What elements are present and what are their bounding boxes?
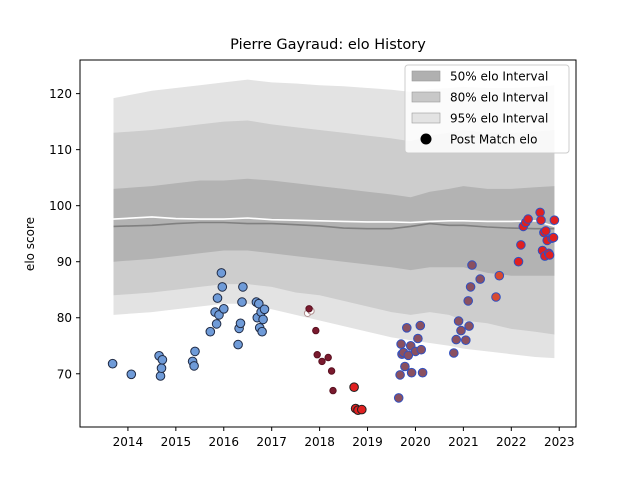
elo-point [305, 305, 313, 313]
elo-point [235, 318, 246, 329]
elo-point [549, 215, 560, 225]
legend-swatch [411, 70, 441, 82]
elo-point [189, 361, 199, 371]
elo-point [449, 348, 459, 358]
legend-swatch [411, 91, 441, 103]
x-tick-label: 2017 [256, 435, 287, 449]
elo-point [327, 367, 336, 375]
legend-swatch [411, 112, 441, 124]
legend-label: 80% elo Interval [450, 91, 548, 105]
elo-point [313, 351, 321, 359]
elo-point [217, 282, 228, 292]
legend-label: 50% elo Interval [450, 70, 548, 84]
y-axis: 70 80 90 100 110 120 [49, 87, 80, 381]
elo-point [219, 304, 229, 314]
elo-point [349, 382, 359, 393]
elo-point [402, 323, 412, 333]
elo-point [463, 296, 474, 306]
y-tick-label: 110 [49, 143, 72, 157]
elo-point [536, 215, 546, 225]
elo-point [318, 357, 326, 366]
elo-point [126, 369, 137, 380]
elo-point [400, 361, 410, 372]
elo-point [233, 339, 243, 350]
elo-point [535, 207, 545, 218]
x-tick-label: 2020 [400, 435, 431, 449]
elo-point [494, 270, 505, 281]
elo-point [157, 355, 168, 365]
y-tick-label: 120 [49, 87, 72, 101]
legend: 50% elo Interval 80% elo Interval 95% elo … [404, 64, 570, 154]
elo-trend-lines [113, 216, 555, 230]
y-axis-label: elo score [23, 217, 37, 271]
elo-point [324, 353, 332, 362]
elo-point [212, 293, 223, 303]
elo-point [257, 326, 267, 337]
chart-title: Pierre Gayraud: elo History [230, 37, 426, 53]
legend-label: 95% elo Interval [450, 112, 548, 126]
elo-point [258, 314, 268, 325]
median-elo-line [113, 221, 555, 230]
elo-point [548, 232, 559, 243]
elo-point [417, 367, 428, 378]
axes-frame [79, 59, 577, 428]
x-tick-label: 2023 [544, 435, 575, 449]
elo-point [544, 250, 555, 260]
elo-point [516, 240, 526, 250]
y-tick-label: 90 [57, 255, 72, 269]
x-tick-label: 2015 [161, 435, 192, 449]
elo-point [467, 260, 477, 270]
elo-point [216, 268, 227, 278]
elo-point [107, 358, 118, 369]
elo-point [156, 363, 167, 374]
elo-point [238, 282, 248, 292]
y-tick-label: 100 [49, 199, 72, 213]
elo-point [456, 325, 466, 336]
elo-point [541, 226, 551, 236]
elo-point [155, 371, 166, 381]
elo-point [312, 326, 320, 335]
x-tick-label: 2019 [352, 435, 383, 449]
elo-point [357, 404, 367, 415]
x-tick-label: 2022 [496, 435, 527, 449]
elo-point [523, 214, 533, 224]
x-tick-label: 2014 [113, 435, 144, 449]
elo-point [453, 316, 464, 326]
mean-elo-line [113, 216, 555, 228]
y-tick-label: 80 [57, 311, 72, 325]
elo-point [465, 282, 476, 292]
elo-point [395, 370, 405, 380]
x-axis: 2014 2015 2016 2017 2018 2019 2020 2021 2022 2023 [113, 427, 575, 449]
elo-point [491, 292, 501, 302]
elo-point [464, 321, 474, 331]
elo-point [461, 335, 471, 346]
elo-point [406, 367, 417, 378]
x-tick-label: 2016 [208, 435, 239, 449]
elo-point [237, 297, 247, 307]
plot-frame [79, 59, 577, 428]
x-tick-label: 2018 [304, 435, 335, 449]
elo-point [393, 393, 404, 403]
elo-point [396, 339, 406, 349]
legend-marker [420, 133, 432, 145]
elo-point [403, 350, 414, 361]
elo-point [415, 320, 426, 331]
elo-point [211, 319, 222, 329]
x-tick-label: 2021 [448, 435, 479, 449]
elo-point [259, 304, 270, 315]
y-tick-label: 70 [57, 367, 72, 381]
elo-point [416, 344, 427, 355]
elo-point [413, 333, 423, 344]
elo-point [475, 274, 486, 284]
elo-point [451, 334, 462, 345]
elo-point [513, 256, 524, 267]
elo-point [329, 386, 337, 395]
post-match-elo-points [107, 207, 560, 416]
legend-label: Post Match elo [450, 133, 537, 147]
legend-box [404, 64, 570, 154]
elo-point [205, 326, 216, 337]
elo-point [190, 346, 200, 357]
